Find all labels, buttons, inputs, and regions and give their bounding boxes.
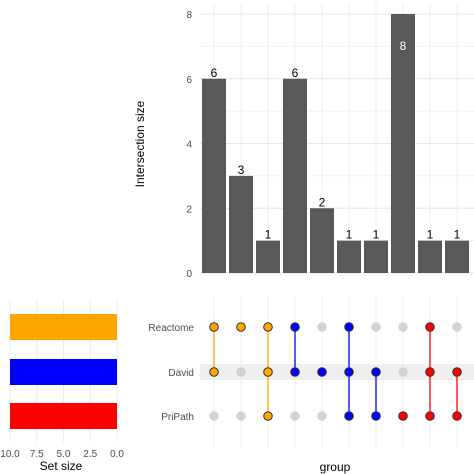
y-tick-label: 0: [186, 269, 192, 280]
set-size-tick-label: 5.0: [57, 449, 71, 460]
membership-dot-active: [317, 367, 327, 377]
set-name-label: Reactome: [148, 323, 194, 334]
intersection-bar: [445, 240, 469, 273]
membership-dot-active: [344, 367, 354, 377]
membership-dot-active: [398, 411, 408, 421]
membership-dot-active: [209, 322, 219, 332]
membership-dot-inactive: [452, 322, 462, 332]
set-name-label: PriPath: [161, 412, 194, 423]
set-size-axis-title: Set size: [40, 459, 83, 473]
intersection-bar: [202, 78, 226, 273]
set-size-bar: [10, 403, 117, 429]
set-size-bar: [10, 359, 117, 385]
membership-dot-active: [371, 411, 381, 421]
membership-dot-inactive: [317, 322, 327, 332]
y-tick-label: 2: [186, 204, 192, 215]
intersection-bar: [256, 240, 280, 273]
set-size-tick-label: 7.5: [30, 449, 44, 460]
membership-dot-active: [209, 367, 219, 377]
membership-dot-active: [452, 367, 462, 377]
membership-dot-active: [425, 367, 435, 377]
bar-value-label: 1: [373, 228, 380, 242]
membership-dot-inactive: [398, 367, 408, 377]
membership-dot-active: [344, 411, 354, 421]
set-size-tick-label: 2.5: [83, 449, 97, 460]
intersection-bar: [337, 240, 361, 273]
intersection-bar: [283, 78, 307, 273]
membership-dot-active: [452, 411, 462, 421]
membership-dot-active: [425, 322, 435, 332]
set-name-label: David: [168, 368, 194, 379]
intersection-bar: [310, 208, 334, 273]
intersection-bar: [391, 14, 415, 273]
set-size-tick-label: 0.0: [110, 449, 124, 460]
membership-dot-active: [236, 322, 246, 332]
bar-value-label: 1: [427, 228, 434, 242]
membership-dot-inactive: [236, 411, 246, 421]
membership-dot-inactive: [398, 322, 408, 332]
membership-dot-active: [371, 367, 381, 377]
bar-value-label: 1: [265, 228, 272, 242]
intersection-bar: [418, 240, 442, 273]
membership-dot-active: [263, 411, 273, 421]
y-tick-label: 6: [186, 75, 192, 86]
y-tick-label: 8: [186, 10, 192, 21]
x-axis-title: group: [320, 460, 351, 474]
set-size-tick-label: 10.0: [0, 449, 20, 460]
membership-dot-active: [425, 411, 435, 421]
membership-dot-inactive: [317, 411, 327, 421]
bar-value-label: 6: [211, 66, 218, 80]
membership-dot-active: [263, 322, 273, 332]
membership-dot-active: [263, 367, 273, 377]
intersection-bar: [229, 175, 253, 273]
bar-value-label: 3: [238, 163, 245, 177]
set-size-bars: 10.0 7.5 5.0 2.5 0.0: [0, 300, 124, 460]
bar-value-label: 1: [346, 228, 353, 242]
bar-value-label: 2: [319, 195, 326, 209]
membership-matrix: Reactome David PriPath: [148, 296, 474, 448]
set-size-bar: [10, 314, 117, 340]
membership-dot-active: [344, 322, 354, 332]
membership-dot-active: [290, 367, 300, 377]
membership-dot-active: [290, 322, 300, 332]
membership-dot-inactive: [236, 367, 246, 377]
intersection-bar: [364, 240, 388, 273]
membership-dot-inactive: [209, 411, 219, 421]
y-axis-title: Intersection size: [133, 100, 147, 187]
bar-value-label: 8: [400, 39, 407, 53]
membership-dot-inactive: [371, 322, 381, 332]
membership-dot-inactive: [290, 411, 300, 421]
bar-value-label: 1: [454, 228, 461, 242]
bar-value-label: 6: [292, 66, 299, 80]
y-tick-label: 4: [186, 140, 192, 151]
intersection-bars: 6 3 1 6 2 1 1 8 1 1: [202, 14, 469, 273]
